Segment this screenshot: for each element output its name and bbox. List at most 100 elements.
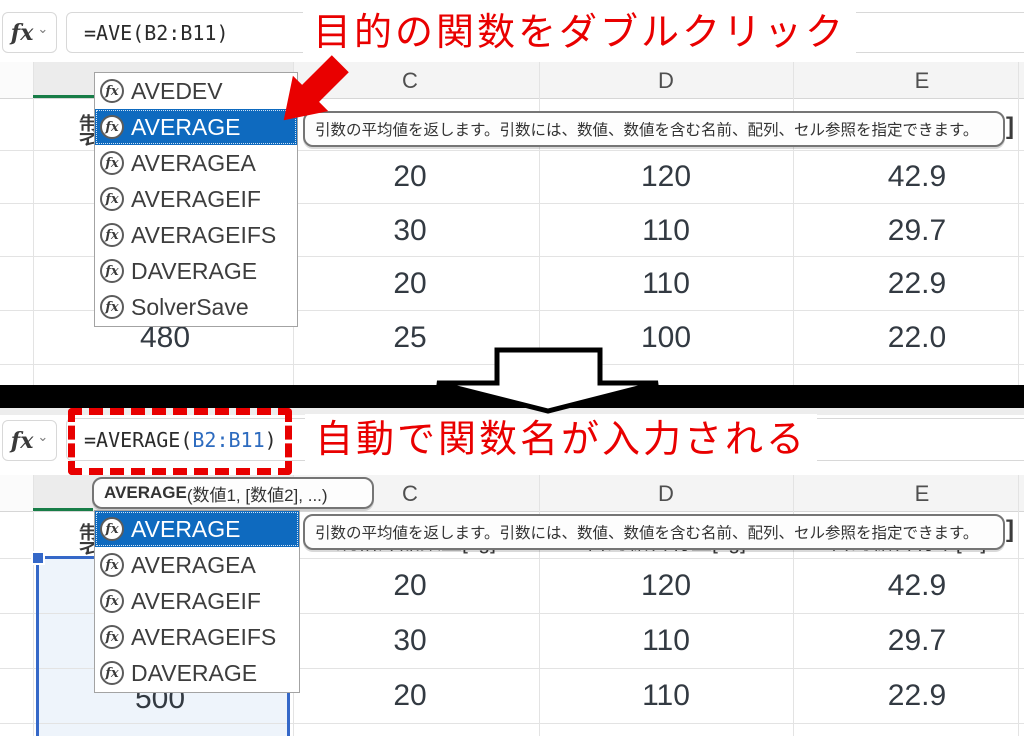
selected-column-underline xyxy=(33,508,93,511)
function-name: AVERAGEA xyxy=(131,149,256,176)
cell[interactable]: 30 xyxy=(393,214,427,247)
cell[interactable]: 20 xyxy=(393,267,427,300)
function-list-item[interactable]: fx AVEDEV xyxy=(95,73,297,109)
function-icon: fx xyxy=(100,79,124,103)
function-autocomplete-list: fx AVERAGE fx AVERAGEA fx AVERAGEIF fx A… xyxy=(94,510,300,693)
formula-text: =AVERAGE(B2:B11) xyxy=(84,428,277,452)
function-name: AVERAGE xyxy=(131,515,241,542)
function-list-item[interactable]: fx AVERAGEA xyxy=(95,145,297,181)
function-icon: fx xyxy=(100,115,124,139)
column-header-c[interactable]: C xyxy=(402,68,418,93)
cell[interactable]: 110 xyxy=(642,624,690,657)
function-name: SolverSave xyxy=(131,293,249,320)
function-description-tooltip: 引数の平均値を返します。引数には、数値、数値を含む名前、配列、セル参照を指定でき… xyxy=(303,514,1005,550)
formula-suffix: ) xyxy=(264,427,277,452)
gridline xyxy=(793,62,794,385)
function-list-item[interactable]: fx DAVERAGE xyxy=(95,253,297,289)
cell[interactable]: 110 xyxy=(642,267,690,300)
selection-handle[interactable] xyxy=(31,551,45,565)
cell[interactable]: 120 xyxy=(640,160,692,193)
annotation-bottom: 自動で関数名が入力される xyxy=(305,414,818,466)
function-list-item[interactable]: fx DAVERAGE xyxy=(95,655,299,691)
cell[interactable]: 22.0 xyxy=(887,321,947,354)
column-header-a[interactable] xyxy=(0,475,33,511)
insert-function-button[interactable]: fx ⌄ xyxy=(2,12,57,53)
gridline xyxy=(33,475,34,736)
function-name: AVERAGEIFS xyxy=(131,623,277,650)
formula-cell-reference: B2:B11 xyxy=(192,427,265,452)
function-name: AVERAGEIFS xyxy=(131,221,277,248)
fx-icon: fx xyxy=(10,427,34,454)
gridline xyxy=(539,62,540,385)
column-header-e[interactable]: E xyxy=(914,481,930,506)
function-icon: fx xyxy=(100,517,124,541)
cell[interactable]: 30 xyxy=(393,624,427,657)
cell[interactable]: 22.9 xyxy=(887,267,947,300)
function-name: AVEDEV xyxy=(131,77,223,104)
gridline xyxy=(0,723,1024,724)
function-icon: fx xyxy=(100,625,124,649)
cell[interactable]: 20 xyxy=(393,160,427,193)
signature-args: (数値1, [数値2], ...) xyxy=(186,485,328,505)
function-list-item[interactable]: fx AVERAGEA xyxy=(95,547,299,583)
function-autocomplete-list: fx AVEDEV fx AVERAGE fx AVERAGEA fx AVER… xyxy=(94,72,298,327)
gridline xyxy=(539,475,540,736)
function-icon: fx xyxy=(100,151,124,175)
gridline xyxy=(0,310,1024,311)
function-list-item-selected[interactable]: fx AVERAGE xyxy=(95,511,299,547)
gridline xyxy=(0,668,1024,669)
function-icon: fx xyxy=(100,295,124,319)
column-header-d[interactable]: D xyxy=(658,481,674,506)
function-list-item[interactable]: fx AVERAGEIFS xyxy=(95,619,299,655)
cell[interactable]: 110 xyxy=(642,214,690,247)
signature-function-name: AVERAGE xyxy=(104,483,187,502)
formula-prefix: =AVERAGE( xyxy=(84,427,193,452)
gridline xyxy=(33,62,34,385)
column-header-c[interactable]: C xyxy=(402,481,418,506)
cell[interactable]: 20 xyxy=(393,679,427,712)
gridline xyxy=(0,558,1024,559)
highlight-dashed-box xyxy=(68,408,292,475)
insert-function-button[interactable]: fx ⌄ xyxy=(2,420,57,461)
function-icon: fx xyxy=(100,223,124,247)
down-arrow-icon xyxy=(436,347,659,414)
cell[interactable]: 42.9 xyxy=(887,160,947,193)
cell[interactable]: 42.9 xyxy=(887,569,947,602)
function-list-item[interactable]: fx SolverSave xyxy=(95,289,297,325)
function-list-item-selected[interactable]: fx AVERAGE xyxy=(95,109,297,145)
cell[interactable]: 25 xyxy=(393,321,427,354)
selection-border-left xyxy=(36,556,39,736)
cell[interactable]: 120 xyxy=(640,569,692,602)
function-list-item[interactable]: fx AVERAGEIF xyxy=(95,181,297,217)
gridline xyxy=(1018,62,1019,385)
cell[interactable]: 22.9 xyxy=(887,679,947,712)
function-name: AVERAGEIF xyxy=(131,185,261,212)
tooltip-text: 引数の平均値を返します。引数には、数値、数値を含む名前、配列、セル参照を指定でき… xyxy=(315,525,979,542)
function-list-item[interactable]: fx AVERAGEIF xyxy=(95,583,299,619)
red-pointer-arrow-icon xyxy=(283,55,349,121)
tooltip-text: 引数の平均値を返します。引数には、数値、数値を含む名前、配列、セル参照を指定でき… xyxy=(315,122,979,139)
function-icon: fx xyxy=(100,553,124,577)
cell[interactable]: 29.7 xyxy=(887,624,947,657)
divider-strip xyxy=(0,408,1024,415)
cell[interactable]: 20 xyxy=(393,569,427,602)
function-description-tooltip: 引数の平均値を返します。引数には、数値、数値を含む名前、配列、セル参照を指定でき… xyxy=(303,111,1005,147)
fx-icon: fx xyxy=(10,19,34,46)
function-list-item[interactable]: fx AVERAGEIFS xyxy=(95,217,297,253)
gridline xyxy=(0,203,1024,204)
selected-column-underline xyxy=(33,95,95,98)
column-header-e[interactable]: E xyxy=(914,68,930,93)
column-header-a[interactable] xyxy=(0,62,33,98)
chevron-down-icon: ⌄ xyxy=(37,20,49,36)
gridline xyxy=(1018,475,1019,736)
function-name: DAVERAGE xyxy=(131,659,258,686)
cell[interactable]: 29.7 xyxy=(887,214,947,247)
cell[interactable]: 110 xyxy=(642,679,690,712)
cell[interactable]: 100 xyxy=(640,321,692,354)
clipped-header-bracket: ] xyxy=(1006,113,1014,140)
function-name: AVERAGE xyxy=(131,113,241,140)
function-name: AVERAGEA xyxy=(131,551,256,578)
gridline xyxy=(0,256,1024,257)
column-header-d[interactable]: D xyxy=(658,68,674,93)
clipped-header-bracket: ] xyxy=(1006,516,1014,543)
